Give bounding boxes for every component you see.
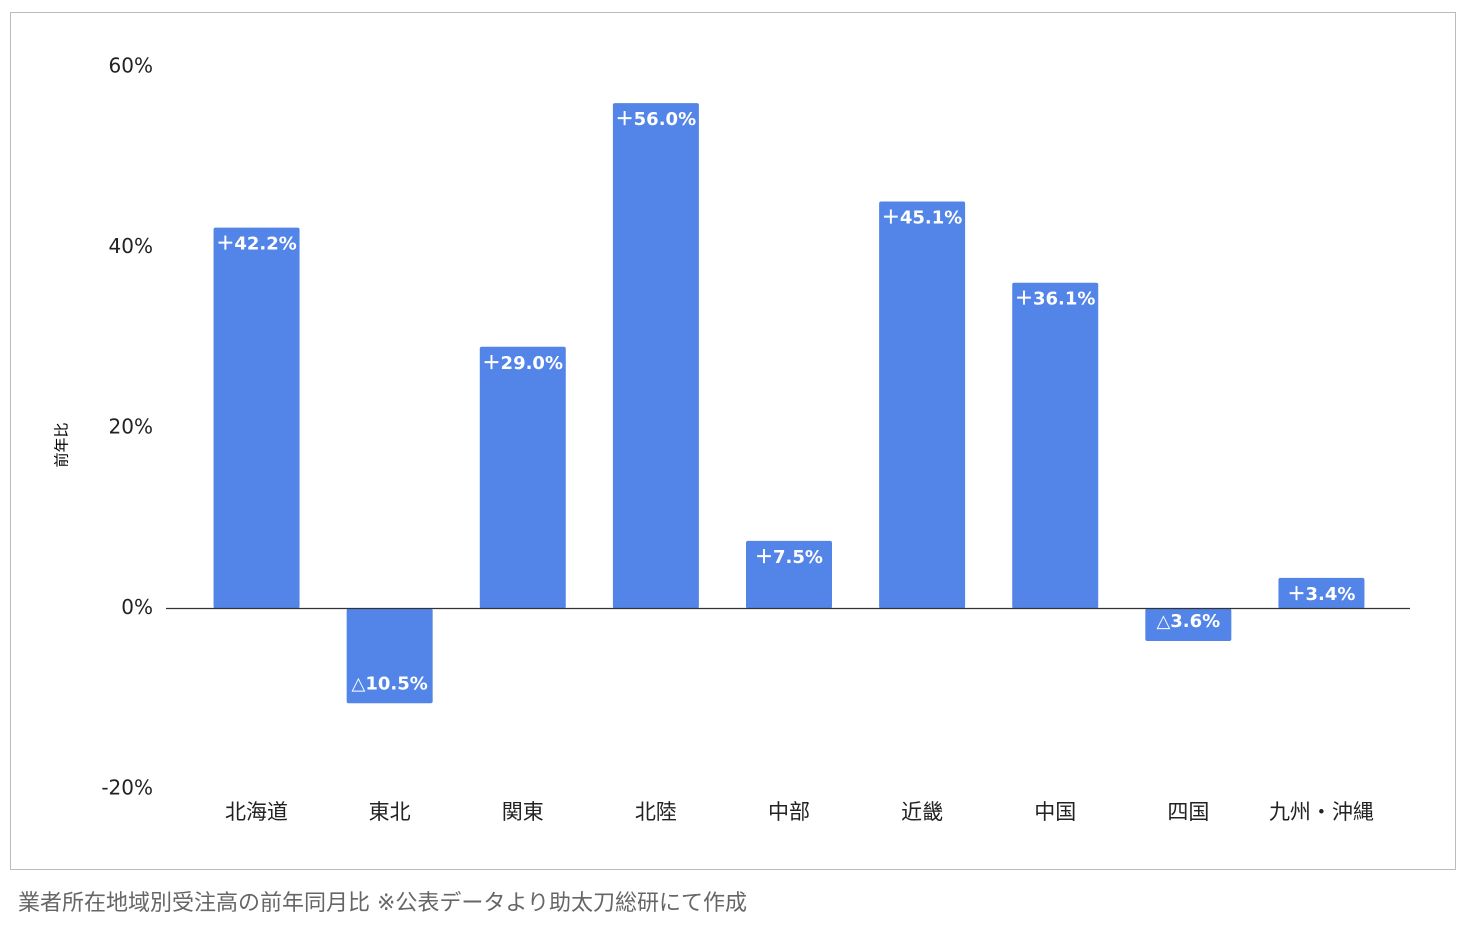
bar — [1012, 282, 1099, 609]
value-label: ＋7.5% — [755, 547, 823, 568]
x-tick-label: 近畿 — [901, 800, 943, 824]
bar — [1278, 577, 1365, 609]
x-tick-label: 九州・沖縄 — [1269, 800, 1374, 824]
y-tick-label: 40% — [109, 234, 153, 258]
value-label: ＋29.0% — [483, 353, 563, 374]
x-tick-label: 中部 — [768, 800, 810, 824]
value-label: ＋36.1% — [1015, 289, 1095, 310]
value-label: ＋3.4% — [1287, 584, 1355, 605]
x-tick-label: 北海道 — [225, 800, 288, 824]
x-tick-label: 東北 — [369, 800, 411, 824]
x-tick-label: 関東 — [502, 800, 544, 824]
y-tick-label: -20% — [101, 776, 153, 800]
value-label: ＋45.1% — [882, 207, 962, 228]
bar — [1145, 608, 1232, 641]
value-label: △10.5% — [352, 673, 428, 694]
value-label: ＋56.0% — [616, 109, 696, 130]
chart-frame — [10, 12, 1456, 870]
y-axis-label: 前年比 — [53, 422, 71, 467]
value-label: ＋42.2% — [216, 234, 296, 255]
bar — [746, 540, 832, 609]
y-tick-label: 60% — [109, 54, 153, 78]
x-tick-label: 北陸 — [635, 800, 677, 824]
caption: 業者所在地域別受注高の前年同月比 ※公表データより助太刀総研にて作成 — [18, 891, 747, 916]
x-tick-label: 中国 — [1034, 800, 1076, 824]
x-tick-label: 四国 — [1167, 800, 1209, 824]
bar — [213, 227, 300, 609]
bar — [479, 346, 566, 609]
bar — [612, 103, 699, 609]
value-label: △3.6% — [1156, 611, 1220, 632]
bar — [346, 608, 433, 704]
y-tick-label: 0% — [121, 595, 153, 619]
bar — [879, 201, 966, 609]
y-tick-label: 20% — [109, 415, 153, 439]
